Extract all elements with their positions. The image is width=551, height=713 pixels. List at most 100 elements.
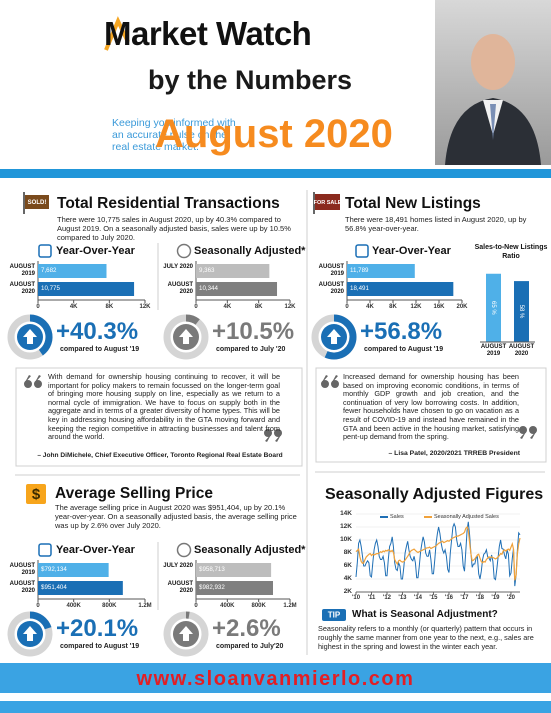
logo-accent [104, 16, 130, 51]
x-tick-label: '19 [491, 595, 500, 601]
x-tick-label: 1.2M [138, 603, 152, 609]
x-tick-label: 12K [410, 304, 422, 310]
category-label: AUGUST 2019 [480, 344, 507, 358]
x-tick-label: '12 [382, 595, 392, 601]
tip-badge [322, 609, 346, 621]
quote-box [315, 367, 547, 463]
category-label: AUGUST 2020 [167, 580, 193, 594]
icon-text: SOLD! [28, 200, 47, 206]
x-tick-label: 0 [194, 603, 198, 609]
for-sale-sign [315, 194, 340, 210]
y-tick-label: 2K [343, 588, 352, 595]
value-label: 58 % [518, 305, 524, 319]
gauge-arc [324, 314, 357, 360]
footer-band [0, 663, 551, 693]
x-tick-label: '18 [475, 595, 484, 601]
x-tick-label: 800K [102, 603, 117, 609]
chart-title: Year-Over-Year [372, 245, 451, 257]
bar [38, 581, 123, 595]
value-label: $982,932 [199, 584, 225, 591]
x-tick-label: '10 [351, 595, 361, 601]
bar [196, 264, 270, 278]
leaf-icon [176, 243, 192, 259]
gauge-arrow [179, 329, 193, 344]
y-tick-label: 14K [340, 510, 352, 517]
bar [196, 282, 278, 296]
quote-mark [24, 375, 537, 442]
value-label: $792,134 [41, 566, 67, 573]
x-tick-label: 0 [36, 304, 40, 310]
category-label: AUGUST 2020 [9, 580, 35, 594]
value-label: 10,775 [41, 285, 60, 292]
x-tick-label: '17 [460, 595, 469, 601]
x-tick-label: 0 [36, 603, 40, 609]
chart-title: Year-Over-Year [56, 245, 135, 257]
value-label: $951,404 [41, 584, 67, 591]
bar [38, 563, 109, 577]
leaf-icon [176, 542, 192, 558]
x-tick-label: '14 [413, 595, 423, 601]
icon-text: FOR SALE [314, 200, 342, 206]
category-label: AUGUST 2020 [508, 344, 535, 358]
x-tick-label: 12K [284, 304, 296, 310]
blurb: Keeping you informed with an accurate pu… [112, 117, 236, 153]
x-tick-label: 1.2M [283, 603, 297, 609]
chart-title: Seasonally Adjusted* [194, 544, 306, 556]
change-label: +40.3% [56, 318, 139, 345]
gauge-arrow [179, 626, 193, 641]
section-description: There were 18,491 homes listed in August… [345, 215, 527, 233]
value-label: 10,344 [199, 285, 218, 292]
calendar-icon [355, 244, 369, 258]
top-band [0, 169, 551, 178]
quote-author: – John DiMichele, Chief Executive Office… [37, 452, 283, 459]
section-description: There were 10,775 sales in August 2020, … [57, 215, 291, 242]
category-label: AUGUST 2019 [318, 263, 344, 277]
gauge-arc [29, 611, 52, 630]
gauge-arrow [327, 329, 341, 344]
x-tick-label: 12K [139, 304, 151, 310]
section-title: Seasonally Adjusted Figures [325, 486, 544, 503]
change-label: +2.6% [212, 615, 281, 642]
section-title: Total Residential Transactions [57, 195, 280, 212]
x-tick-label: '20 [506, 595, 515, 601]
chart-title: Sales-to-New Listings Ratio [474, 244, 548, 260]
value-label: 9,363 [199, 267, 215, 274]
category-label: AUGUST 2020 [318, 281, 344, 295]
category-label: JULY 2020 [163, 562, 193, 569]
icon-text: $ [32, 486, 41, 503]
value-label: $958,713 [199, 566, 225, 573]
line-series [355, 521, 521, 587]
y-tick-label: 12K [340, 523, 352, 530]
gauge-arc [29, 314, 53, 356]
bar [196, 581, 273, 595]
section-title: Average Selling Price [55, 485, 213, 502]
category-label: AUGUST 2019 [9, 562, 35, 576]
value-label: 7,682 [41, 267, 57, 274]
x-tick-label: 4K [69, 304, 78, 310]
bar [196, 563, 272, 577]
change-label: +10.5% [212, 318, 295, 345]
category-label: AUGUST 2020 [167, 281, 193, 295]
bar [486, 273, 501, 342]
logo-title: Market Watch [104, 15, 312, 52]
bar [347, 282, 454, 296]
chart-title: Seasonally Adjusted* [194, 245, 306, 257]
x-tick-label: 20K [456, 304, 468, 310]
quote-text: With demand for ownership housing contin… [48, 372, 280, 442]
tip-title: What is Seasonal Adjustment? [352, 609, 498, 620]
dollar-icon [26, 484, 46, 504]
change-label: +56.8% [360, 318, 443, 345]
bar [38, 264, 107, 278]
bottom-band [0, 701, 551, 713]
y-tick-label: 8K [343, 549, 352, 556]
category-label: AUGUST 2019 [9, 263, 35, 277]
x-tick-label: 8K [254, 304, 263, 310]
y-tick-label: 10K [340, 536, 352, 543]
y-tick-label: 4K [343, 575, 352, 582]
chart-title: Year-Over-Year [56, 544, 135, 556]
x-tick-label: '15 [429, 595, 438, 601]
calendar-icon [38, 244, 52, 258]
y-tick-label: 6K [343, 562, 352, 569]
quote-box [15, 367, 303, 467]
change-caption: compared to July '20 [216, 346, 286, 353]
